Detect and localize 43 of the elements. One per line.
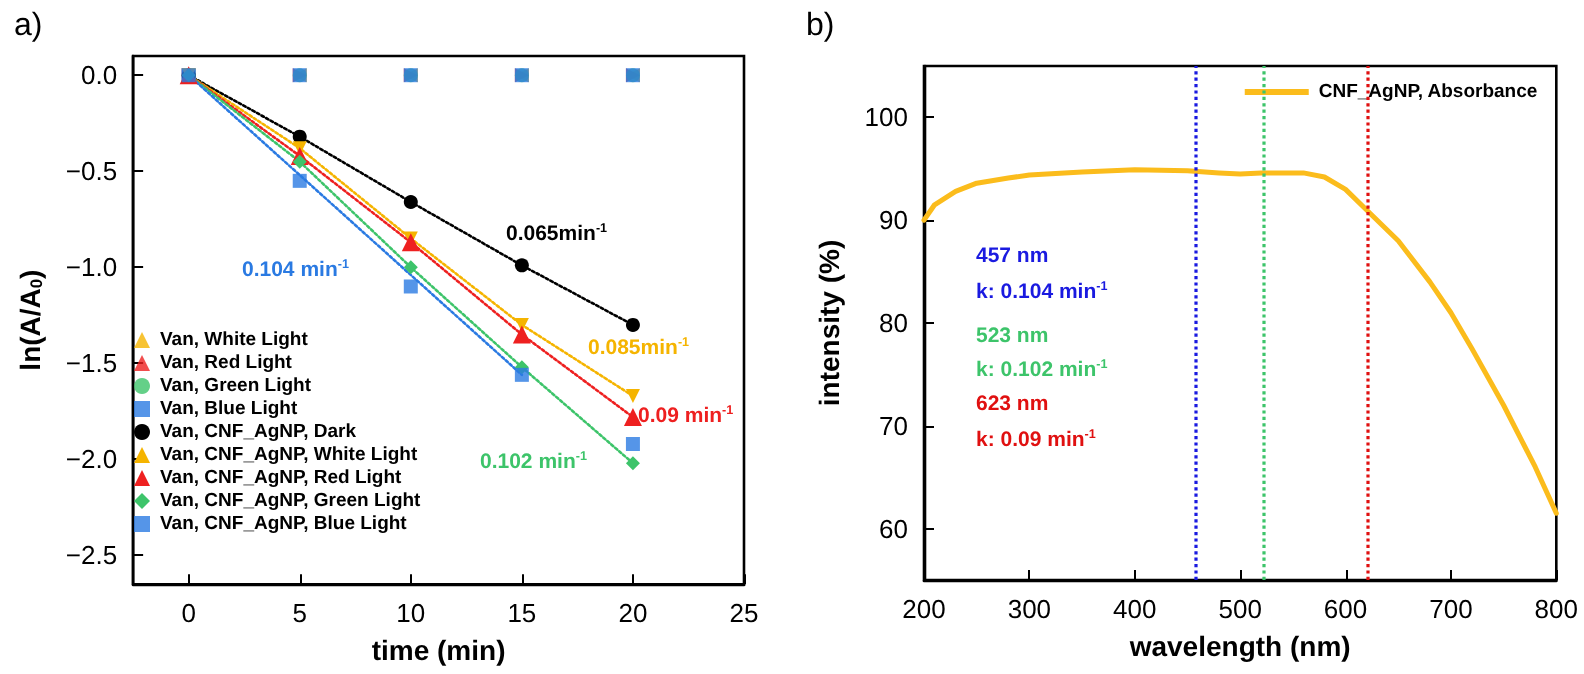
y-tick-label: 100 — [864, 102, 908, 133]
x-tick-label: 10 — [396, 598, 426, 629]
y-tick-label: −2.5 — [65, 540, 118, 571]
legend-label: CNF_AgNP, Absorbance — [1318, 81, 1538, 103]
y-axis-title: intensity (%) — [812, 239, 845, 407]
annotation: 523 nm — [976, 324, 1049, 348]
x-tick-label: 15 — [507, 598, 537, 629]
x-tick-label: 300 — [1007, 594, 1052, 624]
chart-title: a) — [14, 9, 43, 43]
y-tick-label: −2.0 — [65, 444, 118, 475]
y-tick-label: 70 — [879, 410, 908, 441]
annotation: 457 nm — [976, 244, 1049, 268]
legend-label: Van, CNF_AgNP, White Light — [160, 444, 419, 466]
x-tick-label: 5 — [292, 598, 307, 629]
y-tick-label: 0.0 — [80, 60, 118, 91]
y-tick-label: −0.5 — [65, 156, 118, 187]
chart-title: b) — [806, 9, 835, 43]
x-tick-label: 700 — [1429, 594, 1473, 624]
x-tick-label: 25 — [729, 598, 759, 629]
annotation: 623 nm — [976, 392, 1049, 416]
x-axis-title: wavelength (nm) — [1127, 629, 1351, 662]
y-axis-title: ln(A/A0) — [14, 269, 46, 371]
x-tick-label: 500 — [1218, 594, 1262, 624]
x-tick-label: 400 — [1113, 594, 1157, 624]
x-tick-label: 20 — [618, 598, 648, 629]
legend-label: Van, CNF_AgNP, Blue Light — [160, 513, 409, 535]
y-tick-label: −1.5 — [65, 348, 118, 379]
legend-label: Van, CNF_AgNP, Red Light — [160, 467, 404, 489]
legend-label: Van, CNF_AgNP, Green Light — [160, 490, 423, 512]
y-tick-label: 80 — [879, 308, 908, 338]
x-axis-title: time (min) — [371, 634, 506, 666]
x-tick-label: 800 — [1534, 594, 1579, 624]
legend-label: Van, White Light — [160, 329, 310, 351]
x-tick-label: 600 — [1323, 594, 1368, 624]
legend-label: Van, Red Light — [160, 352, 294, 374]
legend-label: Van, CNF_AgNP, Dark — [160, 421, 358, 443]
x-tick-label: 200 — [902, 594, 946, 624]
y-tick-label: 90 — [879, 205, 908, 236]
y-tick-label: 60 — [879, 513, 908, 544]
x-tick-label: 0 — [181, 598, 196, 629]
y-tick-label: −1.0 — [65, 252, 118, 283]
legend-label: Van, Green Light — [160, 375, 313, 397]
legend-label: Van, Blue Light — [160, 398, 299, 420]
